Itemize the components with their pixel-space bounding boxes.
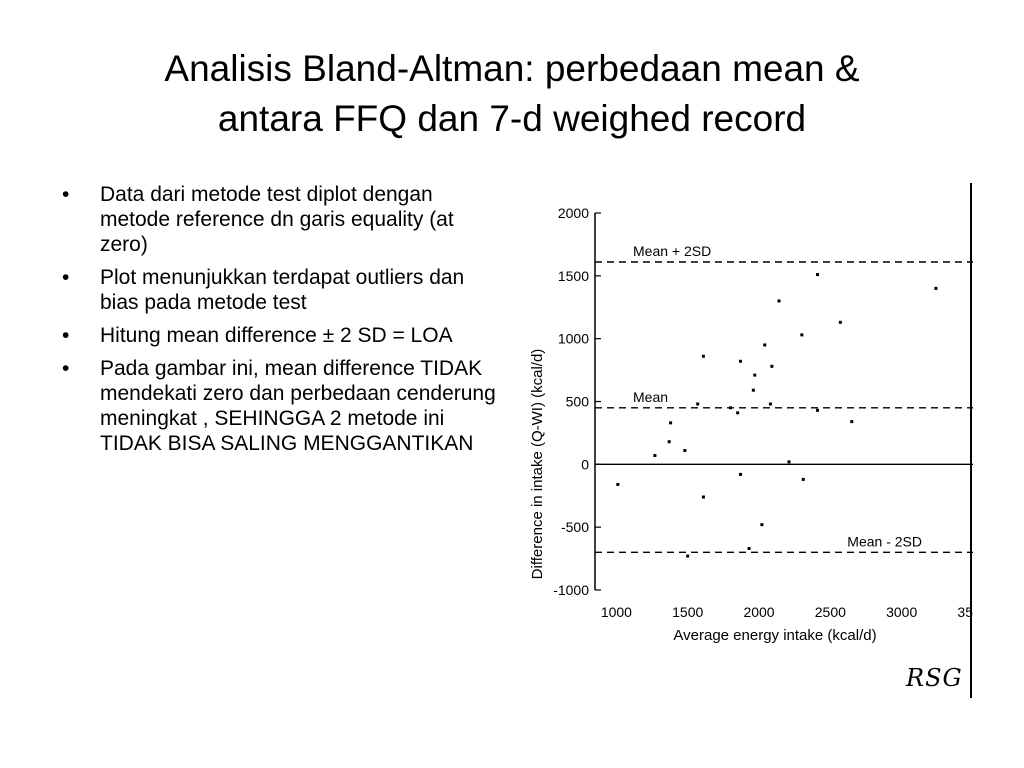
x-tick-label: 2500	[815, 604, 846, 620]
y-tick-label: -500	[561, 519, 589, 535]
data-point	[747, 547, 751, 551]
data-point	[800, 333, 804, 337]
bullet-item: • Data dari metode test diplot dengan met…	[62, 182, 502, 257]
y-tick-label: -1000	[553, 582, 589, 598]
plot-area: -1000 -500 0 500 1000 1500 2000 1000 1500 2000 250…	[553, 205, 989, 620]
signature: RSG	[906, 664, 963, 692]
vertical-divider	[970, 183, 972, 698]
data-point	[701, 354, 705, 358]
y-axis-label: Difference in intake (Q-WI) (kcal/d)	[529, 349, 546, 580]
bullet-text: Data dari metode test diplot dengan meto…	[100, 183, 454, 256]
data-point	[686, 554, 690, 558]
data-point	[763, 343, 767, 347]
reference-line-label: Mean - 2SD	[847, 533, 922, 549]
data-point	[753, 373, 757, 377]
reference-line-label: Mean	[633, 389, 668, 405]
y-tick-label: 500	[566, 394, 590, 410]
x-tick-label: 2000	[743, 604, 774, 620]
data-point	[801, 477, 805, 481]
x-tick-label: 3000	[886, 604, 917, 620]
data-point	[667, 440, 671, 444]
bullet-item: • Plot menunjukkan terdapat outliers dan …	[62, 265, 502, 315]
bullet-dot: •	[62, 324, 70, 347]
data-point	[701, 495, 705, 499]
bullet-item: • Hitung mean difference ± 2 SD = LOA	[62, 323, 502, 348]
data-point	[934, 286, 938, 290]
bullet-dot: •	[62, 183, 70, 206]
y-tick-label: 2000	[558, 205, 589, 221]
data-point	[736, 411, 740, 415]
data-point	[770, 364, 774, 368]
bullet-list: • Data dari metode test diplot dengan met…	[62, 182, 502, 464]
x-tick-label: 1000	[601, 604, 632, 620]
title-line-1: Analisis Bland-Altman: perbedaan mean &	[164, 48, 860, 89]
reference-line-label: Mean + 2SD	[633, 243, 711, 259]
data-point	[787, 460, 791, 464]
x-axis-label: Average energy intake (kcal/d)	[673, 627, 876, 644]
bullet-text: Pada gambar ini, mean difference TIDAK m…	[100, 357, 496, 455]
bland-altman-figure: Difference in intake (Q-WI) (kcal/d) Ave…	[527, 197, 989, 651]
data-point	[850, 420, 854, 424]
data-point	[696, 402, 700, 406]
bullet-item: • Pada gambar ini, mean difference TIDAK …	[62, 356, 502, 456]
data-point	[683, 449, 687, 453]
y-tick-label: 1000	[558, 331, 589, 347]
bullet-dot: •	[62, 357, 70, 380]
data-point	[838, 320, 842, 324]
slide-title: Analisis Bland-Altman: perbedaan mean & …	[60, 44, 964, 144]
bullet-text: Hitung mean difference ± 2 SD = LOA	[100, 324, 453, 347]
data-point	[816, 408, 820, 412]
title-line-2: antara FFQ dan 7-d weighed record	[217, 98, 807, 139]
data-point	[760, 523, 764, 527]
data-point	[816, 273, 820, 277]
y-tick-label: 1500	[558, 268, 589, 284]
data-point	[669, 421, 673, 425]
data-point	[751, 388, 755, 392]
data-point	[738, 472, 742, 476]
bland-altman-chart: Difference in intake (Q-WI) (kcal/d) Ave…	[529, 205, 989, 644]
bullet-dot: •	[62, 266, 70, 289]
data-point	[729, 406, 733, 410]
bullet-text: Plot menunjukkan terdapat outliers dan b…	[100, 266, 465, 314]
data-point	[777, 299, 781, 303]
x-tick-label: 1500	[672, 604, 703, 620]
y-tick-label: 0	[581, 456, 589, 472]
data-point	[616, 482, 620, 486]
data-point	[738, 359, 742, 363]
data-point	[768, 402, 772, 406]
data-point	[653, 454, 657, 458]
